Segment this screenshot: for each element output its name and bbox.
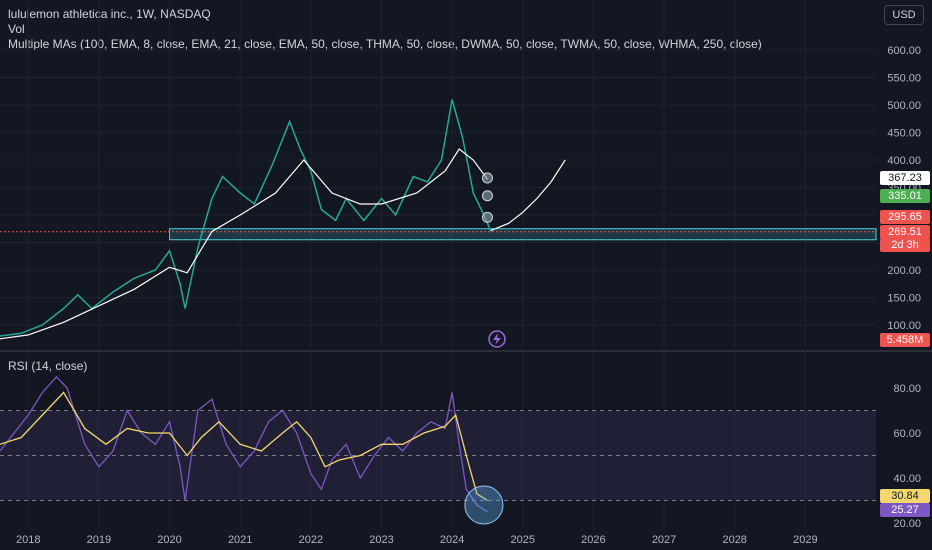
currency-button[interactable]: USD [884,5,924,25]
chart-title: lululemon athletica inc., 1W, NASDAQ [8,7,211,21]
price-tick-label: 150.00 [887,293,921,305]
rsi-tick-label: 40.00 [893,473,921,485]
time-tick-label: 2027 [652,534,676,546]
rsi-value-tag: 25.27 [880,503,930,517]
countdown-tag: 2d 3h [880,238,930,252]
price-series-line [0,99,492,337]
price-tick-label: 600.00 [887,45,921,57]
moving-averages-label[interactable]: Multiple MAs (100, EMA, 8, close, EMA, 2… [8,37,762,51]
time-tick-label: 2022 [299,534,323,546]
rsi-pane[interactable]: 20.00 40.00 60.00 80.00 [0,375,921,530]
time-tick-label: 2019 [87,534,111,546]
volume-indicator-label[interactable]: Vol [8,22,25,36]
price-pane[interactable]: 100.00150.00200.00250.00300.00350.00400.… [0,0,921,528]
time-tick-label: 2020 [157,534,181,546]
rsi-label[interactable]: RSI (14, close) [8,359,88,373]
rsi-ma-value-tag: 30.84 [880,489,930,503]
ma-marker [481,190,493,202]
rsi-tick-label: 80.00 [893,383,921,395]
price-tick-label: 550.00 [887,73,921,85]
rsi-tick-label: 20.00 [893,518,921,530]
ma-green-tag: 335.01 [880,189,930,203]
time-tick-label: 2025 [511,534,535,546]
time-tick-label: 2026 [581,534,605,546]
price-tick-label: 400.00 [887,155,921,167]
rsi-ma-line [0,391,488,502]
price-tick-label: 200.00 [887,265,921,277]
volume-tag: 5.458M [880,333,930,347]
ma-white-tag: 367.23 [880,171,930,185]
time-tick-label: 2029 [793,534,817,546]
support-zone [169,228,877,241]
ma-red-tag: 295.65 [880,210,930,224]
last-price-tag: 269.51 [880,225,930,239]
lightning-icon[interactable] [488,330,506,348]
rsi-line [0,375,488,513]
price-tick-label: 500.00 [887,100,921,112]
ma-marker [481,172,493,184]
time-tick-label: 2021 [228,534,252,546]
rsi-tick-label: 60.00 [893,428,921,440]
time-tick-label: 2028 [722,534,746,546]
price-tick-label: 100.00 [887,320,921,332]
rsi-highlight-circle [464,485,504,525]
ma-marker [481,211,493,223]
time-tick-label: 2023 [369,534,393,546]
projection-curve [490,159,566,231]
price-tick-label: 450.00 [887,128,921,140]
time-tick-label: 2024 [440,534,464,546]
time-tick-label: 2018 [16,534,40,546]
ema-white-line [0,148,488,340]
